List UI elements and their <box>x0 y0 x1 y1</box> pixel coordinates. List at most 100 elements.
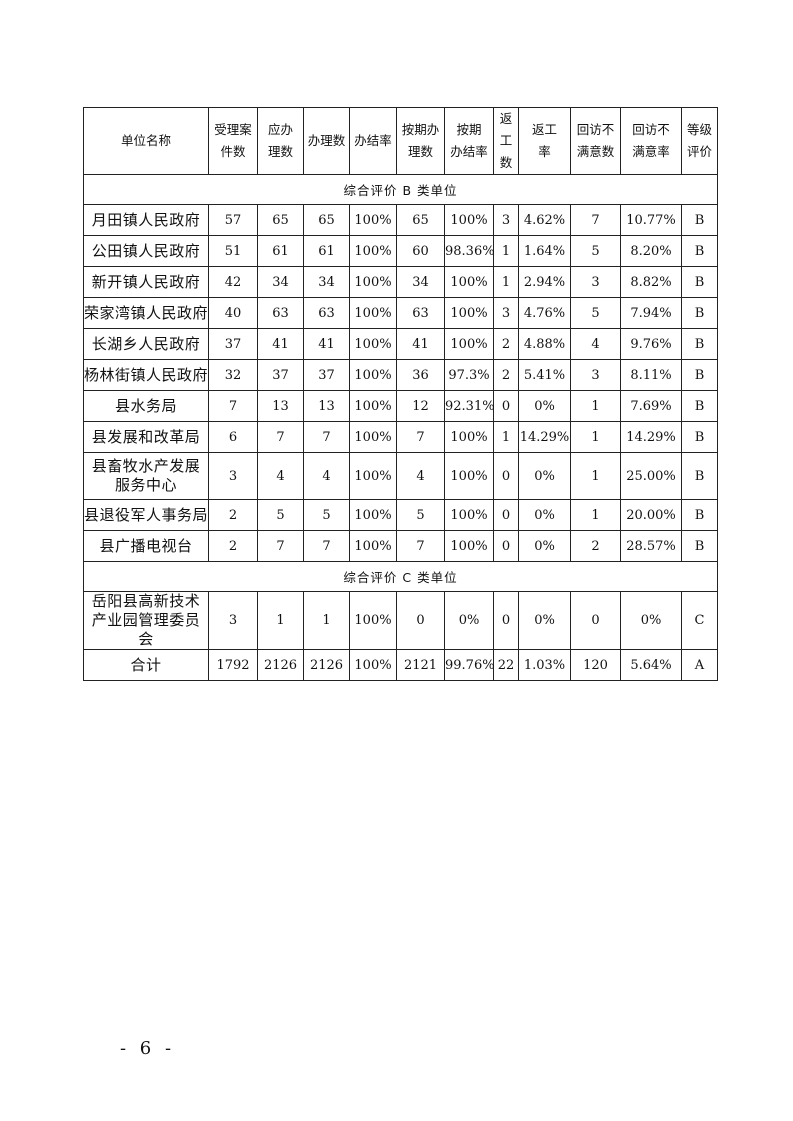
unit-name-cell: 新开镇人民政府 <box>83 266 209 298</box>
value-cell: B <box>681 328 718 360</box>
value-cell: 100% <box>444 204 494 236</box>
value-cell: 7 <box>303 530 350 562</box>
value-cell: B <box>681 452 718 500</box>
column-header: 返工数 <box>493 107 519 175</box>
value-cell: 7 <box>396 421 445 453</box>
value-cell: 65 <box>303 204 350 236</box>
table-row: 公田镇人民政府 51 61 61 100% 60 98.36% 1 1.64% 5 8.20% B <box>83 235 718 267</box>
value-cell: 6 <box>208 421 258 453</box>
value-cell: 100% <box>349 421 397 453</box>
column-header-line: 返工 <box>499 111 513 148</box>
value-cell: 63 <box>257 297 304 329</box>
value-cell: 5 <box>570 235 621 267</box>
page-number: - 6 - <box>120 1038 176 1059</box>
value-cell: 100% <box>349 591 397 650</box>
value-cell: 4 <box>257 452 304 500</box>
unit-name-cell: 县退役军人事务局 <box>83 499 209 531</box>
section-title: 综合评价 B 类单位 <box>83 174 718 205</box>
value-cell: 14.29% <box>620 421 682 453</box>
value-cell: 3 <box>208 591 258 650</box>
value-cell: 100% <box>444 452 494 500</box>
value-cell: B <box>681 499 718 531</box>
value-cell: 4.88% <box>518 328 571 360</box>
value-cell: 100% <box>349 649 397 681</box>
unit-name-cell: 合计 <box>83 649 209 681</box>
value-cell: 4 <box>396 452 445 500</box>
value-cell: 13 <box>257 390 304 422</box>
unit-name-cell: 公田镇人民政府 <box>83 235 209 267</box>
table-row: 杨林街镇人民政府 32 37 37 100% 36 97.3% 2 5.41% 3 8.11% B <box>83 359 718 391</box>
value-cell: 57 <box>208 204 258 236</box>
value-cell: 0 <box>493 452 519 500</box>
value-cell: 1 <box>570 390 621 422</box>
value-cell: 120 <box>570 649 621 681</box>
value-cell: 3 <box>208 452 258 500</box>
value-cell: 4.62% <box>518 204 571 236</box>
table-row: 县畜牧水产发展服务中心 3 4 4 100% 4 100% 0 0% 1 25.00% B <box>83 452 718 500</box>
column-header: 办结率 <box>349 107 397 175</box>
value-cell: 7.69% <box>620 390 682 422</box>
value-cell: 40 <box>208 297 258 329</box>
column-header: 回访不 满意数 <box>570 107 621 175</box>
column-header-line: 办理数 <box>307 133 346 148</box>
section-title: 综合评价 C 类单位 <box>83 561 718 592</box>
value-cell: 100% <box>349 499 397 531</box>
value-cell: 51 <box>208 235 258 267</box>
value-cell: 12 <box>396 390 445 422</box>
value-cell: 34 <box>257 266 304 298</box>
value-cell: 0% <box>518 530 571 562</box>
value-cell: 2 <box>493 359 519 391</box>
value-cell: 0 <box>493 530 519 562</box>
value-cell: 37 <box>303 359 350 391</box>
value-cell: 100% <box>349 266 397 298</box>
value-cell: B <box>681 530 718 562</box>
table-row: 新开镇人民政府 42 34 34 100% 34 100% 1 2.94% 3 8.82% B <box>83 266 718 298</box>
value-cell: 5.41% <box>518 359 571 391</box>
value-cell: 3 <box>570 359 621 391</box>
column-header: 等级 评价 <box>681 107 718 175</box>
value-cell: 5.64% <box>620 649 682 681</box>
value-cell: 41 <box>257 328 304 360</box>
value-cell: 97.3% <box>444 359 494 391</box>
value-cell: 0% <box>518 499 571 531</box>
value-cell: 8.11% <box>620 359 682 391</box>
column-header: 回访不 满意率 <box>620 107 682 175</box>
value-cell: 100% <box>349 359 397 391</box>
value-cell: 7 <box>257 530 304 562</box>
value-cell: 99.76% <box>444 649 495 681</box>
value-cell: 61 <box>257 235 304 267</box>
value-cell: 13 <box>303 390 350 422</box>
value-cell: 3 <box>570 266 621 298</box>
value-cell: 5 <box>303 499 350 531</box>
value-cell: 1 <box>493 421 519 453</box>
value-cell: 2126 <box>257 649 304 681</box>
value-cell: B <box>681 421 718 453</box>
value-cell: 34 <box>396 266 445 298</box>
value-cell: 2.94% <box>518 266 571 298</box>
value-cell: 37 <box>208 328 258 360</box>
value-cell: 7 <box>208 390 258 422</box>
value-cell: C <box>681 591 718 650</box>
column-header-line: 满意率 <box>632 144 670 159</box>
value-cell: 7 <box>303 421 350 453</box>
value-cell: 5 <box>396 499 445 531</box>
value-cell: 36 <box>396 359 445 391</box>
value-cell: 100% <box>349 235 397 267</box>
table-row: 县发展和改革局 6 7 7 100% 7 100% 1 14.29% 1 14.29% B <box>83 421 718 453</box>
value-cell: 7 <box>570 204 621 236</box>
unit-name-cell: 杨林街镇人民政府 <box>83 359 209 391</box>
value-cell: 1.03% <box>518 649 571 681</box>
section-row: 综合评价 C 类单位 <box>83 561 718 592</box>
value-cell: B <box>681 235 718 267</box>
value-cell: 100% <box>349 452 397 500</box>
column-header-line: 受理案 <box>214 122 252 137</box>
value-cell: 8.82% <box>620 266 682 298</box>
value-cell: 25.00% <box>620 452 682 500</box>
value-cell: 14.29% <box>518 421 571 453</box>
column-header-line: 按期 <box>456 122 482 137</box>
value-cell: 0 <box>570 591 621 650</box>
value-cell: 0% <box>518 591 571 650</box>
value-cell: 3 <box>493 297 519 329</box>
value-cell: 2 <box>208 530 258 562</box>
value-cell: 4 <box>570 328 621 360</box>
